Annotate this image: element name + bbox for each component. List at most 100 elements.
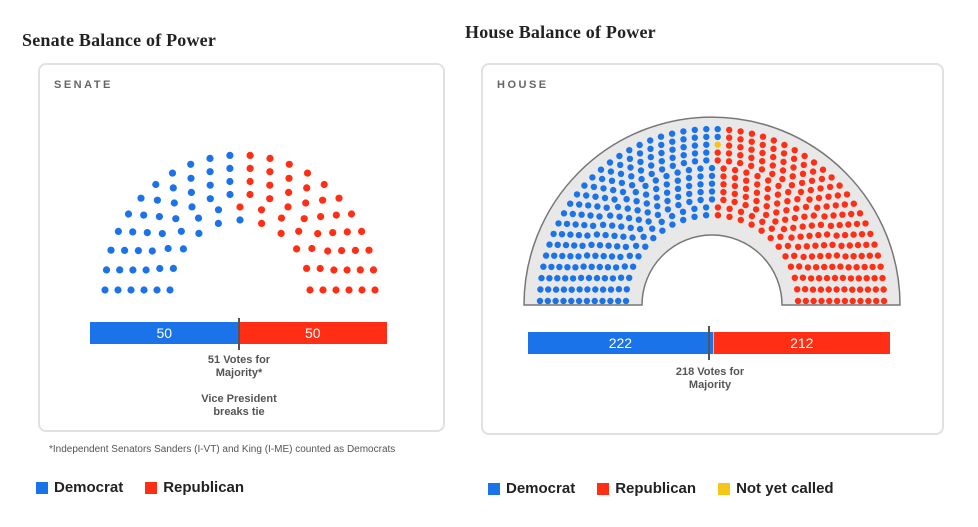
house-seat-democrat: [629, 263, 637, 270]
house-seat-republican: [748, 221, 755, 228]
house-seat-democrat: [685, 166, 693, 174]
house-seat-republican: [856, 286, 864, 293]
senate-seat-democrat: [124, 210, 133, 218]
house-seat-republican: [810, 212, 817, 219]
senate-seat-republican: [343, 266, 351, 274]
house-seat-democrat: [584, 232, 591, 239]
house-seat-republican: [787, 263, 795, 270]
house-seat-democrat: [691, 158, 699, 165]
house-seat-republican: [850, 231, 857, 238]
house-seat-democrat: [568, 286, 575, 293]
house-seat-democrat: [592, 252, 599, 259]
house-seat-democrat: [664, 206, 672, 213]
house-seat-republican: [794, 297, 802, 305]
house-seat-republican: [879, 274, 886, 282]
house-seat-democrat: [550, 230, 557, 238]
house-seat-republican: [748, 146, 755, 153]
house-seat-democrat: [589, 222, 597, 229]
legend-item-republican: Republican: [145, 479, 244, 496]
senate-seat-republican: [257, 206, 266, 214]
house-seat-democrat: [599, 221, 607, 228]
house-seat-republican: [874, 252, 882, 259]
house-seat-republican: [815, 194, 823, 202]
house-seat-democrat: [650, 234, 657, 242]
house-seat-democrat: [562, 241, 570, 249]
senate-seat-republican: [303, 169, 312, 177]
senate-seat-republican: [332, 286, 340, 294]
house-seat-republican: [801, 286, 809, 293]
house-seat-democrat: [703, 149, 710, 156]
house-seat-democrat: [626, 274, 633, 281]
house-seat-republican: [780, 225, 788, 233]
senate-card-label: SENATE: [54, 79, 113, 91]
legend-label: Democrat: [54, 479, 124, 496]
senate-seat-democrat: [206, 168, 214, 176]
house-seat-republican: [817, 286, 825, 293]
house-seat-democrat: [578, 211, 585, 218]
house-seat-democrat: [589, 174, 596, 181]
house-seat-republican: [833, 297, 841, 305]
senate-seat-democrat: [116, 266, 124, 274]
house-seat-republican: [808, 253, 816, 260]
senate-seat-democrat: [188, 203, 196, 211]
house-seat-democrat: [691, 150, 699, 157]
senate-seat-democrat: [226, 190, 234, 199]
house-seat-republican: [772, 218, 779, 225]
house-seat-republican: [823, 274, 831, 282]
house-seat-democrat: [623, 196, 630, 203]
house-seat-republican: [818, 297, 825, 305]
senate-seat-democrat: [177, 227, 185, 235]
senate-seat-republican: [358, 286, 366, 294]
house-seat-democrat: [581, 182, 588, 189]
house-seat-democrat: [601, 275, 609, 282]
house-seat-democrat: [599, 286, 607, 293]
senate-seat-republican: [293, 245, 301, 253]
house-not-called-segment: [712, 332, 714, 354]
house-seat-democrat: [658, 158, 665, 165]
house-seat-republican: [799, 170, 807, 177]
house-seat-republican: [785, 188, 792, 196]
senate-seat-democrat: [206, 195, 214, 203]
house-seat-democrat: [583, 297, 591, 305]
senate-seat-democrat: [158, 230, 166, 238]
senate-seat-republican: [345, 286, 353, 294]
house-seat-democrat: [617, 274, 625, 281]
house-seat-democrat: [685, 174, 693, 182]
house-seat-republican: [880, 297, 888, 305]
house-seat-democrat: [636, 141, 643, 149]
house-seat-republican: [849, 297, 856, 305]
house-seat-democrat: [585, 202, 592, 209]
house-seat-democrat: [691, 142, 699, 149]
house-seat-republican: [833, 286, 840, 293]
house-seat-democrat: [581, 221, 588, 229]
house-seat-republican: [843, 191, 851, 198]
house-seat-democrat: [593, 231, 601, 238]
house-seat-democrat: [579, 242, 586, 249]
house-seat-democrat: [611, 196, 618, 203]
house-seat-democrat: [697, 173, 704, 180]
house-seat-democrat: [669, 146, 676, 153]
house-seat-republican: [819, 166, 827, 173]
house-seat-republican: [817, 221, 825, 228]
house-democrat-count: 222: [608, 335, 633, 351]
house-seat-democrat: [680, 136, 687, 143]
house-seat-republican: [731, 174, 739, 182]
legend-label: Republican: [163, 479, 245, 496]
house-seat-democrat: [714, 125, 721, 133]
house-seat-democrat: [669, 138, 676, 145]
house-seat-republican: [800, 161, 807, 169]
senate-seat-democrat: [134, 247, 142, 255]
senate-seat-democrat: [169, 264, 177, 272]
house-seat-republican: [858, 231, 866, 238]
house-seat-republican: [782, 216, 789, 223]
senate-seat-republican: [319, 286, 327, 294]
house-seat-republican: [789, 173, 796, 180]
house-seat-republican: [829, 241, 836, 248]
house-seat-democrat: [663, 181, 670, 188]
house-seat-democrat: [648, 170, 655, 178]
house-seat-republican: [737, 128, 744, 135]
house-seat-republican: [803, 243, 810, 250]
house-seat-democrat: [654, 211, 662, 219]
house-majority-marker: [708, 326, 710, 360]
house-seat-democrat: [680, 159, 688, 167]
